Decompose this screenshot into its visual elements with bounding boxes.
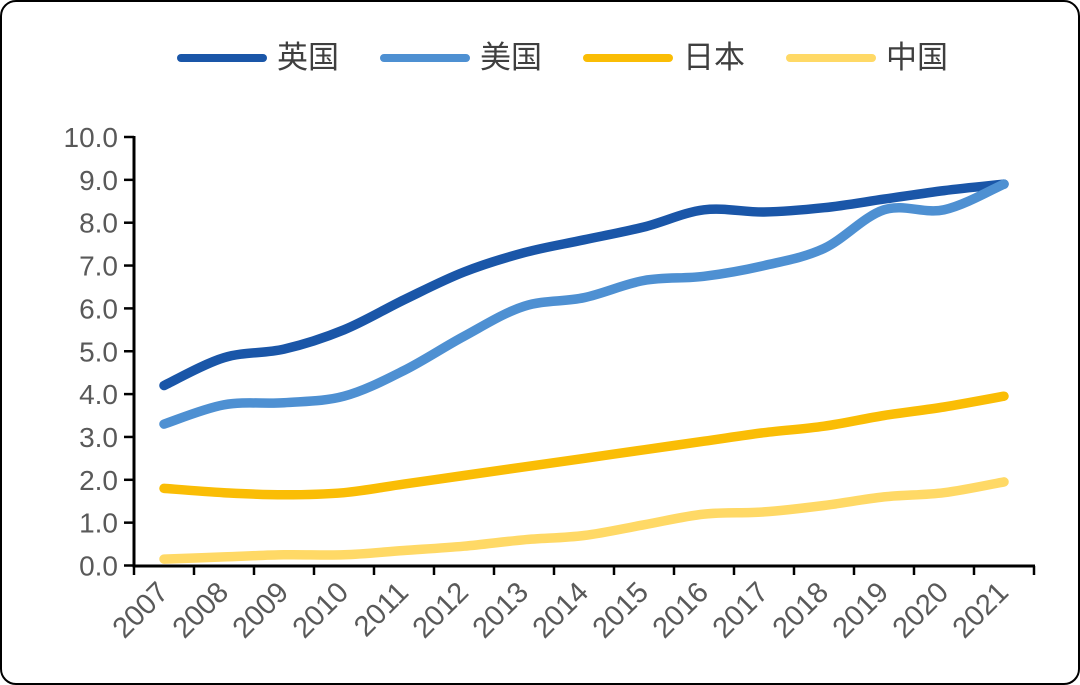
legend-line-swatch-us xyxy=(380,53,470,62)
y-axis-label: 10.0 xyxy=(64,122,119,153)
x-axis-label: 2018 xyxy=(767,576,835,644)
x-axis-label: 2010 xyxy=(287,576,355,644)
legend-item-japan: 日本 xyxy=(583,42,745,73)
chart-legend: 英国 美国 日本 中国 xyxy=(177,42,989,73)
series-line-0 xyxy=(159,179,1009,391)
x-axis-label: 2020 xyxy=(887,576,955,644)
legend-label-japan: 日本 xyxy=(683,40,745,75)
y-axis-label: 0.0 xyxy=(79,551,118,582)
y-axis-label: 9.0 xyxy=(79,165,118,196)
x-axis-label: 2008 xyxy=(167,576,235,644)
x-axis-label: 2019 xyxy=(827,576,895,644)
legend-line-swatch-china xyxy=(786,53,876,62)
x-axis-label: 2014 xyxy=(527,576,595,644)
legend-label-china: 中国 xyxy=(886,40,948,75)
y-axis-label: 7.0 xyxy=(79,251,118,282)
legend-item-china: 中国 xyxy=(786,42,948,73)
x-axis-label: 2007 xyxy=(107,576,175,644)
y-axis-label: 5.0 xyxy=(79,336,118,367)
x-axis-label: 2017 xyxy=(707,576,775,644)
x-axis-label: 2016 xyxy=(647,576,715,644)
series-line-2 xyxy=(159,391,1009,500)
x-axis-label: 2009 xyxy=(227,576,295,644)
series-line-3 xyxy=(159,477,1009,564)
x-axis-label: 2013 xyxy=(467,576,535,644)
y-axis-label: 2.0 xyxy=(79,465,118,496)
legend-line-swatch-uk xyxy=(177,53,267,62)
y-axis-label: 8.0 xyxy=(79,208,118,239)
y-axis-label: 3.0 xyxy=(79,422,118,453)
y-axis-label: 4.0 xyxy=(79,379,118,410)
x-axis-label: 2015 xyxy=(587,576,655,644)
legend-label-uk: 英国 xyxy=(277,40,339,75)
legend-label-us: 美国 xyxy=(480,40,542,75)
legend-line-swatch-japan xyxy=(583,53,673,62)
y-axis-label: 1.0 xyxy=(79,508,118,539)
y-axis-label: 6.0 xyxy=(79,293,118,324)
series-line-1 xyxy=(159,179,1009,429)
x-axis-label: 2012 xyxy=(407,576,475,644)
legend-item-us: 美国 xyxy=(380,42,542,73)
x-axis-label: 2021 xyxy=(947,576,1015,644)
x-axis-label: 2011 xyxy=(348,576,415,643)
legend-item-uk: 英国 xyxy=(177,42,339,73)
